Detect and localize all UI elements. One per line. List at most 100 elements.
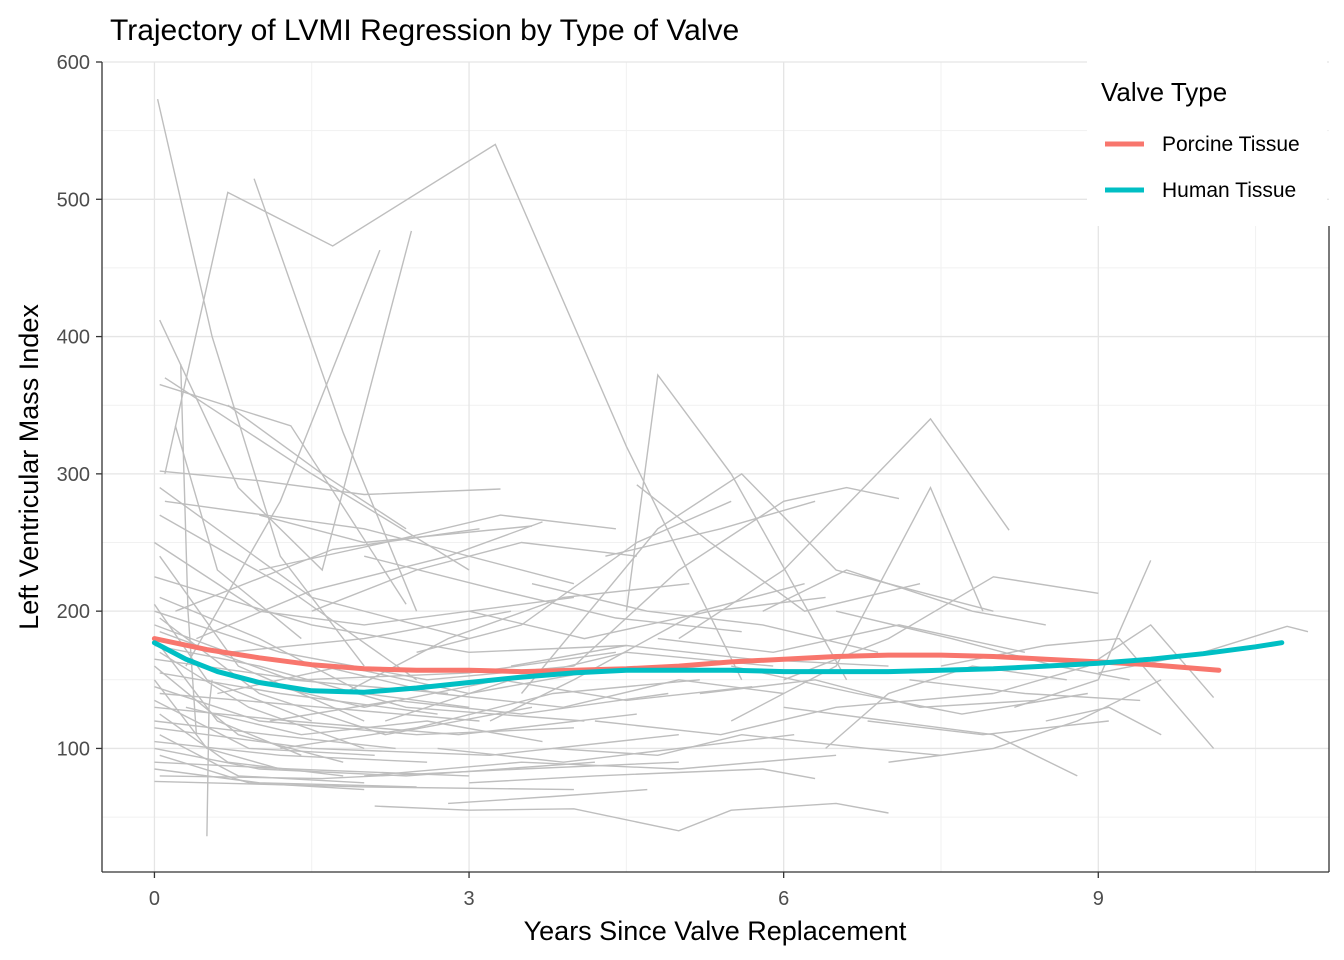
- trajectory-line: [159, 514, 418, 681]
- trajectory-line: [468, 596, 826, 640]
- trajectory-line: [699, 679, 1036, 709]
- trajectory-line: [153, 603, 312, 722]
- trajectory-line: [185, 249, 381, 667]
- trajectory-line: [993, 623, 1215, 699]
- trajectory-line: [159, 692, 480, 722]
- legend-label-porcine: Porcine Tissue: [1162, 133, 1300, 156]
- x-tick-label: 9: [1093, 888, 1104, 910]
- trajectory-line: [342, 583, 690, 695]
- trajectory-line: [678, 417, 1010, 640]
- y-axis-title: Left Ventricular Mass Index: [14, 304, 44, 630]
- trajectory-line: [154, 651, 616, 681]
- y-tick-label: 500: [57, 189, 90, 211]
- x-tick-label: 6: [778, 888, 789, 910]
- trajectory-line: [731, 665, 1088, 715]
- legend-label-human: Human Tissue: [1162, 179, 1296, 202]
- trajectory-line: [154, 686, 574, 736]
- trajectory-line: [867, 720, 1109, 736]
- trajectory-line: [1014, 560, 1152, 708]
- trajectory-line: [605, 500, 816, 557]
- trajectory-line: [154, 761, 470, 777]
- x-axis-title: Years Since Valve Replacement: [524, 916, 907, 946]
- trajectory-line: [196, 521, 543, 640]
- trajectory-line: [154, 720, 396, 750]
- trajectory-line: [154, 727, 679, 757]
- trajectory-line: [159, 470, 501, 496]
- trajectory-line: [489, 583, 805, 722]
- trajectory-line: [762, 569, 1046, 626]
- trajectory-line: [322, 665, 784, 709]
- trajectory-line: [636, 484, 921, 612]
- trajectory-line: [217, 665, 585, 695]
- trajectory-line: [154, 541, 574, 626]
- trajectory-line: [657, 624, 1026, 654]
- trajectory-line: [164, 143, 743, 681]
- trajectory-line: [227, 404, 407, 530]
- trajectory-line: [384, 651, 774, 722]
- axes: [96, 61, 1330, 878]
- trajectory-line: [154, 610, 512, 654]
- y-tick-label: 100: [57, 738, 90, 760]
- trajectory-line: [180, 363, 198, 735]
- trajectory-line: [311, 541, 637, 612]
- trajectory-line: [185, 706, 543, 743]
- trajectory-line: [469, 768, 816, 784]
- trajectory-line: [154, 706, 637, 736]
- trajectory-line: [909, 679, 1141, 702]
- trajectory-line: [164, 500, 575, 585]
- trajectory-line: [154, 740, 428, 763]
- trajectory-line: [573, 486, 900, 667]
- trajectory-line: [175, 528, 480, 612]
- trajectory-line: [159, 617, 533, 736]
- trajectory-line: [552, 733, 942, 757]
- trajectory-line: [364, 555, 742, 633]
- trajectory-line: [531, 583, 879, 653]
- smoothed-series: [151, 636, 1285, 695]
- trajectory-line: [153, 665, 344, 763]
- trajectory-line: [259, 514, 533, 544]
- trajectory-line: [159, 672, 438, 715]
- y-tick-label: 600: [57, 52, 90, 74]
- series-line-porcine-tissue: [151, 636, 1222, 675]
- trajectory-line: [448, 788, 648, 805]
- trajectory-line: [510, 644, 889, 667]
- trajectory-line: [159, 651, 365, 750]
- trajectory-line: [783, 706, 1078, 777]
- trajectory-line: [259, 514, 616, 571]
- legend: Valve Type Porcine Tissue Human Tissue: [1087, 58, 1327, 226]
- trajectory-line: [159, 734, 365, 784]
- trajectory-line: [154, 699, 375, 756]
- legend-title: Valve Type: [1101, 77, 1227, 107]
- trajectory-line: [154, 768, 417, 788]
- trajectory-line: [625, 373, 848, 681]
- trajectory-line: [835, 610, 1130, 681]
- trajectory-line: [156, 98, 365, 667]
- x-tick-labels: 0 3 6 9: [149, 888, 1104, 910]
- y-tick-labels: 100 200 300 400 500 600: [57, 52, 90, 760]
- trajectory-line: [154, 747, 595, 777]
- trajectory-line: [825, 665, 1067, 749]
- trajectory-line: [174, 425, 302, 640]
- trajectory-line: [269, 692, 669, 722]
- y-tick-label: 400: [57, 327, 90, 349]
- y-tick-label: 300: [57, 464, 90, 486]
- trajectory-line: [1045, 706, 1162, 736]
- series-line-human-tissue: [151, 640, 1285, 695]
- chart-title: Trajectory of LVMI Regression by Type of…: [110, 14, 739, 47]
- x-tick-label: 3: [463, 888, 474, 910]
- trajectory-line: [153, 679, 281, 770]
- trajectory-line: [416, 500, 732, 653]
- trajectory-line: [206, 679, 213, 837]
- trajectory-line: [154, 780, 574, 791]
- trajectory-line: [253, 178, 418, 612]
- trajectory-line: [374, 802, 889, 832]
- trajectory-line: [783, 576, 1099, 681]
- trajectory-line: [154, 644, 585, 722]
- trajectory-line: [159, 555, 365, 722]
- x-tick-label: 0: [149, 888, 160, 910]
- trajectory-line: [159, 487, 470, 640]
- trajectory-line: [154, 576, 627, 654]
- trajectory-line: [159, 230, 413, 572]
- trajectory-line: [364, 754, 837, 777]
